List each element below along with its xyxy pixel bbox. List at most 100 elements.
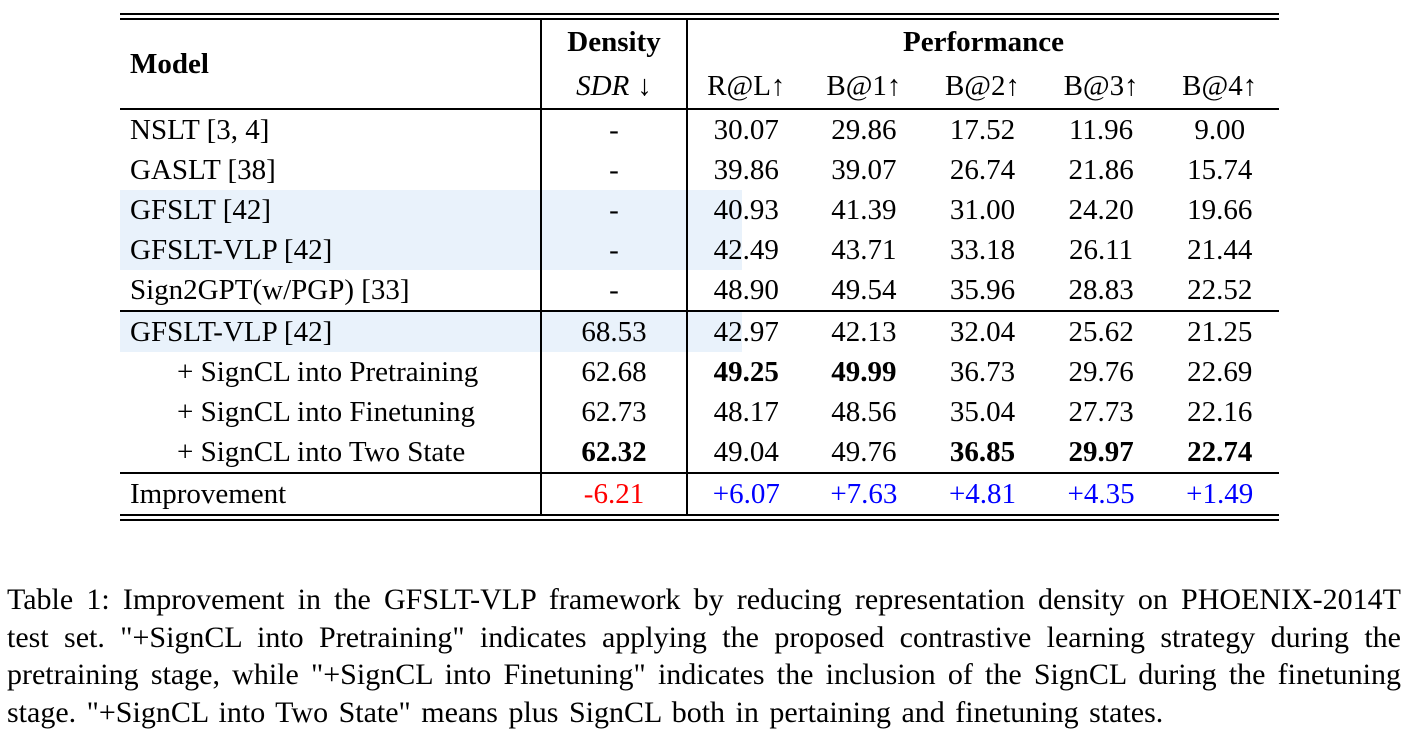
sdr-cell: - <box>540 230 686 270</box>
sdr-cell: 62.32 <box>540 432 686 472</box>
perf-cell-b2: 31.00 <box>949 193 1016 226</box>
perf-cell-rl: 48.90 <box>686 270 805 310</box>
sdr-label: SDR <box>576 70 630 102</box>
col-header-rl: R@L↑ <box>686 65 805 108</box>
sdr-cell: 62.68 <box>540 352 686 392</box>
perf-cell-rl: 49.25 <box>686 352 805 392</box>
perf-cell-b4: 22.69 <box>1187 355 1253 388</box>
perf-cell-b1: 49.99 <box>831 355 897 388</box>
perf-cell-rl: 42.49 <box>686 230 805 270</box>
table-row: GASLT [38] - 39.86 39.07 26.74 21.86 15.… <box>120 150 1279 190</box>
perf-cell-b2: 36.73 <box>949 355 1016 388</box>
perf-cell-b4: +1.49 <box>1186 477 1254 510</box>
col-header-b3: B@3↑ <box>1063 70 1139 102</box>
perf-cell-b3: 25.62 <box>1068 315 1134 348</box>
sdr-cell: - <box>540 150 686 190</box>
perf-cell-b1: 39.07 <box>831 153 897 186</box>
perf-cell-b3: 26.11 <box>1069 233 1134 266</box>
table-top-rule <box>120 13 1279 20</box>
perf-cell-rl: 48.17 <box>686 392 805 432</box>
table-row: GFSLT-VLP [42] 68.53 42.97 42.13 32.04 2… <box>120 312 1279 352</box>
perf-cell-rl: +6.07 <box>686 474 805 514</box>
results-table: Model Density Performance SDR ↓ R@L↑ B@1↑… <box>120 13 1279 521</box>
table-row: + SignCL into Two State 62.32 49.04 49.7… <box>120 432 1279 472</box>
table-row: + SignCL into Pretraining 62.68 49.25 49… <box>120 352 1279 392</box>
perf-cell-b2: 17.52 <box>949 113 1016 146</box>
perf-cell-b1: 42.13 <box>831 315 897 348</box>
perf-cell-b1: 43.71 <box>831 233 897 266</box>
model-cell: GASLT [38] <box>130 153 276 186</box>
perf-cell-b3: 28.83 <box>1068 273 1134 306</box>
perf-cell-b4: 9.00 <box>1194 113 1246 146</box>
table-caption: Table 1: Improvement in the GFSLT-VLP fr… <box>7 583 1401 729</box>
perf-cell-b2: 32.04 <box>949 315 1016 348</box>
table-row: GFSLT-VLP [42] - 42.49 43.71 33.18 26.11… <box>120 230 1279 270</box>
table-row: Improvement -6.21 +6.07 +7.63 +4.81 +4.3… <box>120 474 1279 514</box>
sdr-cell: 62.73 <box>540 392 686 432</box>
perf-cell-rl: 42.97 <box>686 312 805 352</box>
perf-cell-b4: 22.74 <box>1187 435 1253 468</box>
perf-cell-b3: 29.76 <box>1068 355 1134 388</box>
perf-cell-b2: 35.96 <box>949 273 1016 306</box>
perf-cell-b3: +4.35 <box>1067 477 1135 510</box>
col-header-b1: B@1↑ <box>826 70 902 102</box>
perf-cell-rl: 39.86 <box>686 150 805 190</box>
perf-cell-b4: 15.74 <box>1187 153 1253 186</box>
perf-cell-b2: +4.81 <box>948 477 1017 510</box>
perf-cell-b1: 41.39 <box>831 193 897 226</box>
col-header-model: Model <box>130 47 209 80</box>
perf-cell-b4: 19.66 <box>1187 193 1253 226</box>
sdr-cell: - <box>540 270 686 310</box>
improvement-rule <box>120 472 1279 474</box>
sdr-cell: -6.21 <box>540 474 686 514</box>
perf-cell-b1: 49.54 <box>831 273 897 306</box>
table-section-improvement: Improvement -6.21 +6.07 +7.63 +4.81 +4.3… <box>120 474 1279 514</box>
perf-cell-rl: 40.93 <box>686 190 805 230</box>
header-rule <box>120 108 1279 110</box>
perf-cell-b2: 35.04 <box>949 395 1016 428</box>
model-cell: Sign2GPT(w/PGP) [33] <box>130 273 410 306</box>
table-section-signcl: GFSLT-VLP [42] 68.53 42.97 42.13 32.04 2… <box>120 312 1279 472</box>
perf-cell-b4: 21.44 <box>1187 233 1253 266</box>
model-cell: GFSLT [42] <box>130 193 272 226</box>
model-cell: + SignCL into Two State <box>177 435 466 468</box>
perf-cell-b4: 22.52 <box>1187 273 1253 306</box>
model-cell: Improvement <box>130 477 287 510</box>
perf-cell-b3: 21.86 <box>1068 153 1134 186</box>
model-cell: GFSLT-VLP [42] <box>130 233 333 266</box>
table-row: GFSLT [42] - 40.93 41.39 31.00 24.20 19.… <box>120 190 1279 230</box>
perf-cell-rl: 49.04 <box>686 432 805 472</box>
section-rule <box>120 310 1279 312</box>
perf-cell-b4: 21.25 <box>1187 315 1253 348</box>
col-header-performance: Performance <box>686 20 1279 65</box>
perf-cell-b2: 33.18 <box>949 233 1016 266</box>
sdr-cell: - <box>540 190 686 230</box>
perf-cell-b1: 48.56 <box>831 395 897 428</box>
perf-cell-b3: 27.73 <box>1068 395 1134 428</box>
perf-cell-b2: 26.74 <box>949 153 1016 186</box>
perf-cell-b1: 49.76 <box>831 435 897 468</box>
col-header-b2: B@2↑ <box>944 70 1021 102</box>
perf-cell-b2: 36.85 <box>949 435 1016 468</box>
perf-cell-rl: 30.07 <box>686 110 805 150</box>
perf-cell-b1: 29.86 <box>831 113 897 146</box>
col-header-density: Density <box>540 20 686 65</box>
table-header: Model Density Performance SDR ↓ R@L↑ B@1↑… <box>120 20 1279 108</box>
model-cell: + SignCL into Finetuning <box>177 395 476 428</box>
model-cell: + SignCL into Pretraining <box>177 355 479 388</box>
table-section-baselines: NSLT [3, 4] - 30.07 29.86 17.52 11.96 9.… <box>120 110 1279 310</box>
perf-cell-b3: 24.20 <box>1068 193 1134 226</box>
table-row: Sign2GPT(w/PGP) [33] - 48.90 49.54 35.96… <box>120 270 1279 310</box>
model-cell: GFSLT-VLP [42] <box>130 315 333 348</box>
perf-cell-b1: +7.63 <box>830 477 898 510</box>
model-cell: NSLT [3, 4] <box>130 113 270 146</box>
table-row: + SignCL into Finetuning 62.73 48.17 48.… <box>120 392 1279 432</box>
col-header-sdr: SDR ↓ <box>540 65 686 108</box>
perf-cell-b3: 11.96 <box>1069 113 1134 146</box>
table-bottom-rule <box>120 514 1279 521</box>
sdr-cell: - <box>540 110 686 150</box>
sdr-cell: 68.53 <box>540 312 686 352</box>
table-row: NSLT [3, 4] - 30.07 29.86 17.52 11.96 9.… <box>120 110 1279 150</box>
down-arrow-icon: ↓ <box>637 70 652 102</box>
col-header-b4: B@4↑ <box>1182 70 1258 102</box>
